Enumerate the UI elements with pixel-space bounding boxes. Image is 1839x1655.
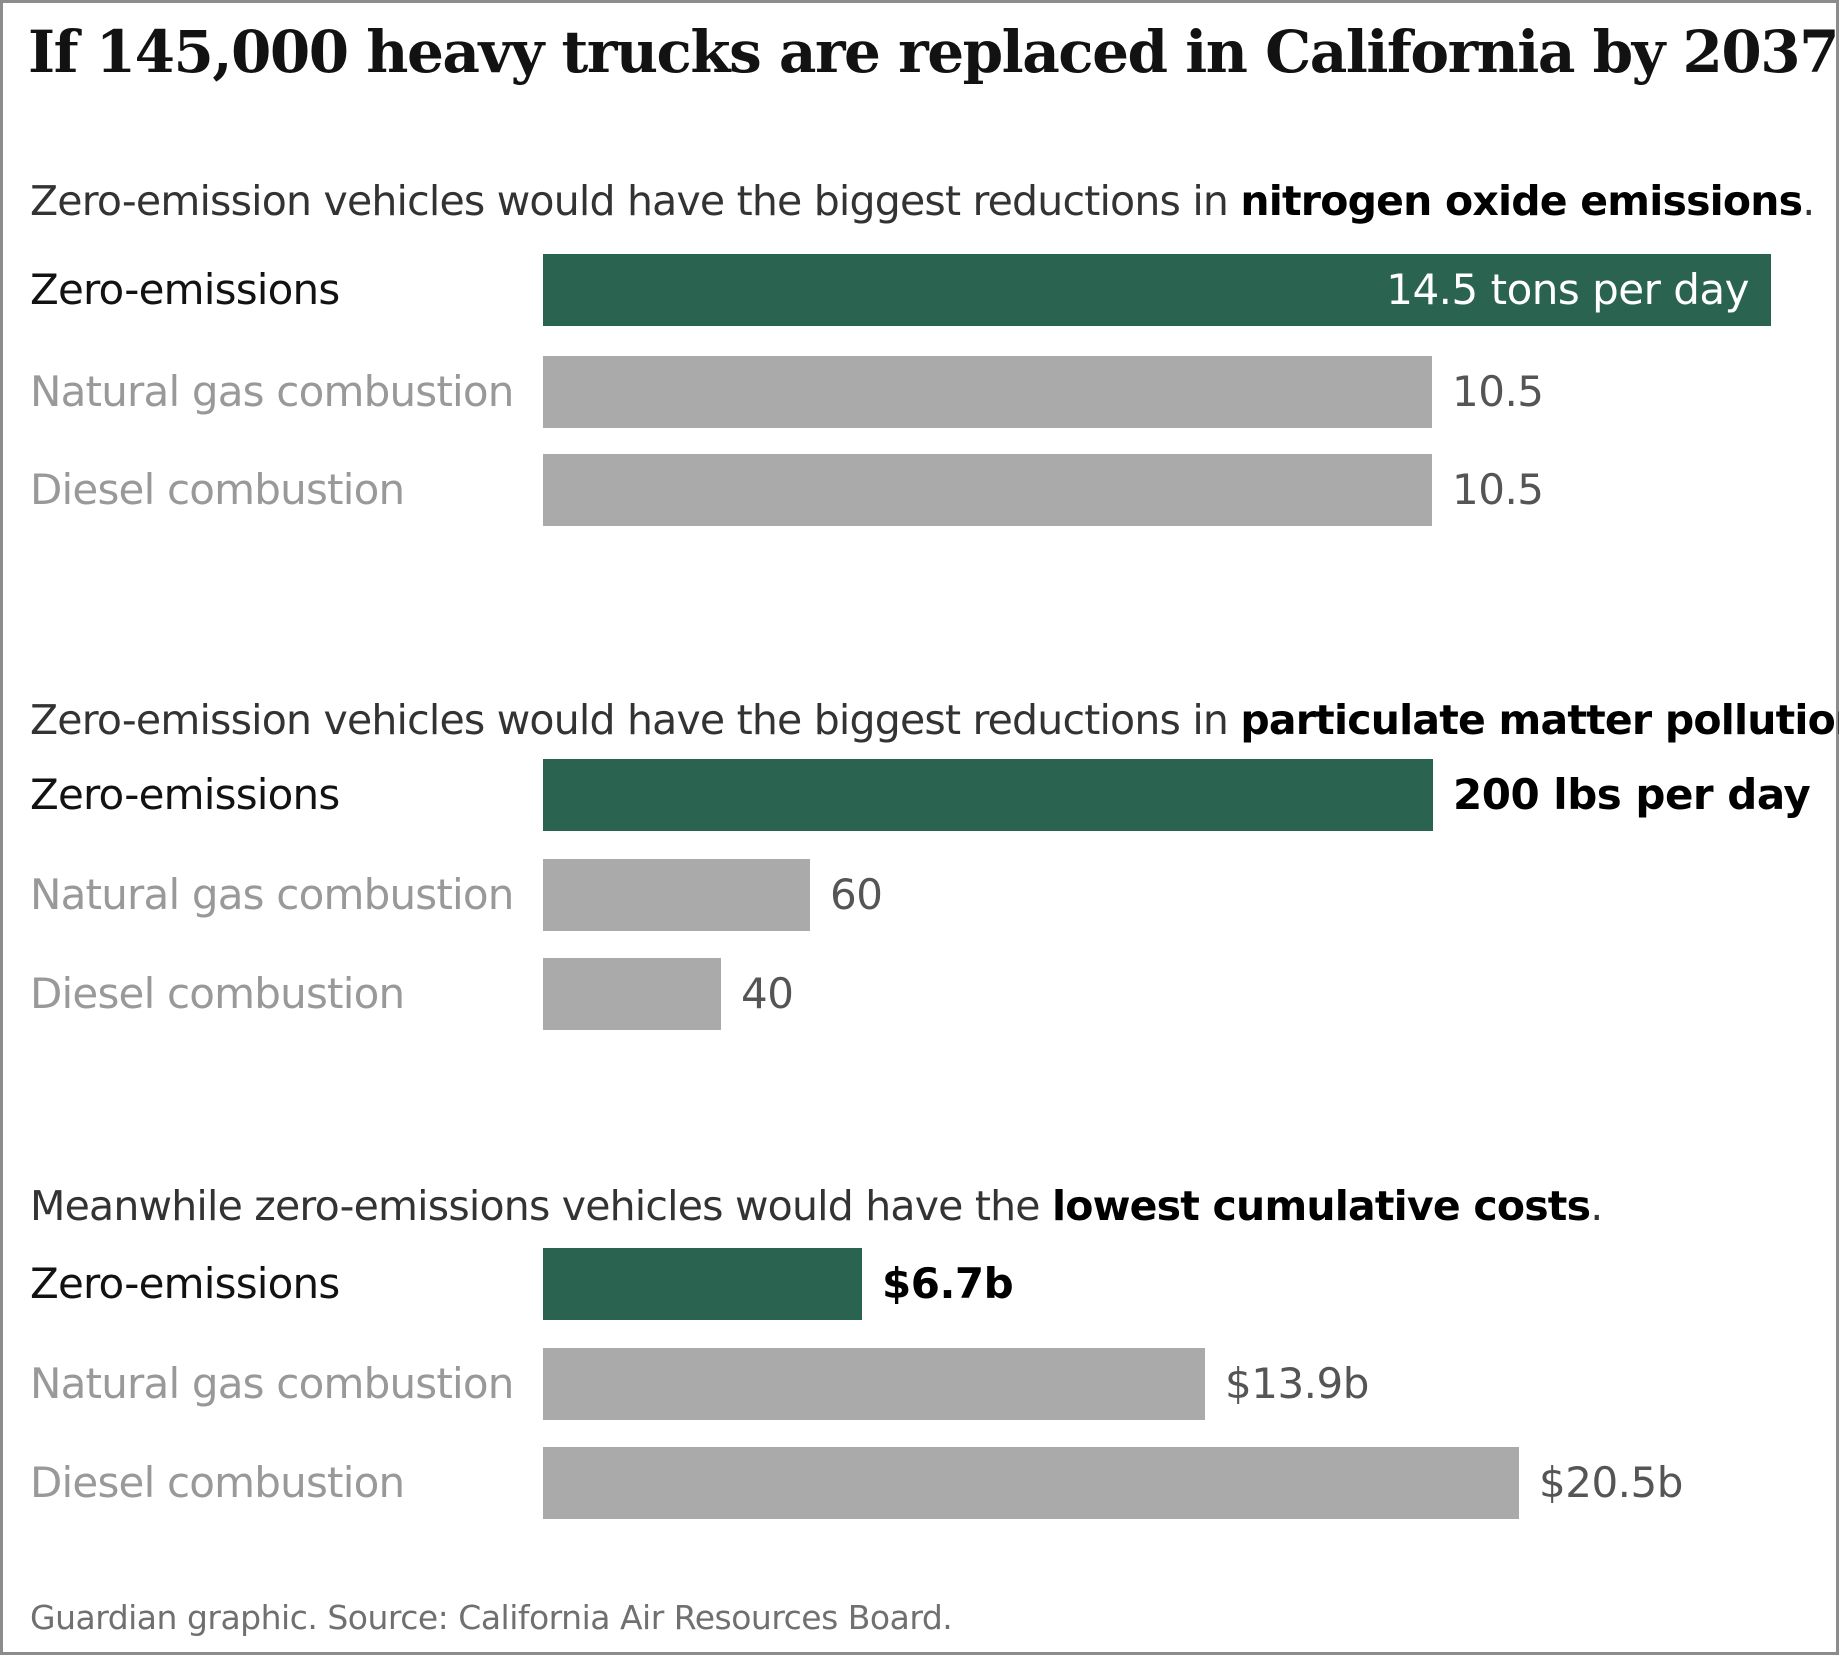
chart-subtitle: Zero-emission vehicles would have the bi… <box>30 700 1839 741</box>
bar <box>543 454 1432 526</box>
subtitle-end: . <box>1802 177 1815 225</box>
bar <box>543 254 1771 326</box>
category-label: Natural gas combustion <box>30 870 514 919</box>
bar <box>543 859 810 931</box>
subtitle-emphasis: lowest cumulative costs <box>1051 1182 1591 1230</box>
data-label: 10.5 <box>1452 465 1544 514</box>
category-label: Diesel combustion <box>30 465 405 514</box>
data-label: $20.5b <box>1539 1458 1683 1507</box>
subtitle-emphasis: nitrogen oxide emissions <box>1240 177 1803 225</box>
subtitle-end: . <box>1590 1182 1603 1230</box>
data-label: 40 <box>741 969 794 1018</box>
category-label: Diesel combustion <box>30 1458 405 1507</box>
subtitle-text: Meanwhile zero-emissions vehicles would … <box>30 1182 1052 1230</box>
data-label: $6.7b <box>882 1259 1014 1308</box>
bar <box>543 1248 862 1320</box>
category-label: Natural gas combustion <box>30 1359 514 1408</box>
bar <box>543 958 721 1030</box>
chart-subtitle: Zero-emission vehicles would have the bi… <box>30 181 1815 222</box>
category-label: Zero-emissions <box>30 1259 340 1308</box>
category-label: Diesel combustion <box>30 969 405 1018</box>
bar <box>543 356 1432 428</box>
chart-subtitle: Meanwhile zero-emissions vehicles would … <box>30 1186 1603 1227</box>
data-label: 60 <box>830 870 883 919</box>
category-label: Natural gas combustion <box>30 367 514 416</box>
bar <box>543 1447 1519 1519</box>
bar <box>543 759 1433 831</box>
category-label: Zero-emissions <box>30 265 340 314</box>
source-note: Guardian graphic. Source: California Air… <box>30 1598 953 1637</box>
subtitle-text: Zero-emission vehicles would have the bi… <box>30 696 1241 744</box>
data-label: $13.9b <box>1225 1359 1369 1408</box>
category-label: Zero-emissions <box>30 770 340 819</box>
data-label: 200 lbs per day <box>1453 770 1811 819</box>
data-label: 10.5 <box>1452 367 1544 416</box>
data-label: 14.5 tons per day <box>1386 265 1749 314</box>
subtitle-emphasis: particulate matter pollution <box>1240 696 1839 744</box>
bar <box>543 1348 1205 1420</box>
chart-title: If 145,000 heavy trucks are replaced in … <box>28 18 1839 86</box>
subtitle-text: Zero-emission vehicles would have the bi… <box>30 177 1241 225</box>
